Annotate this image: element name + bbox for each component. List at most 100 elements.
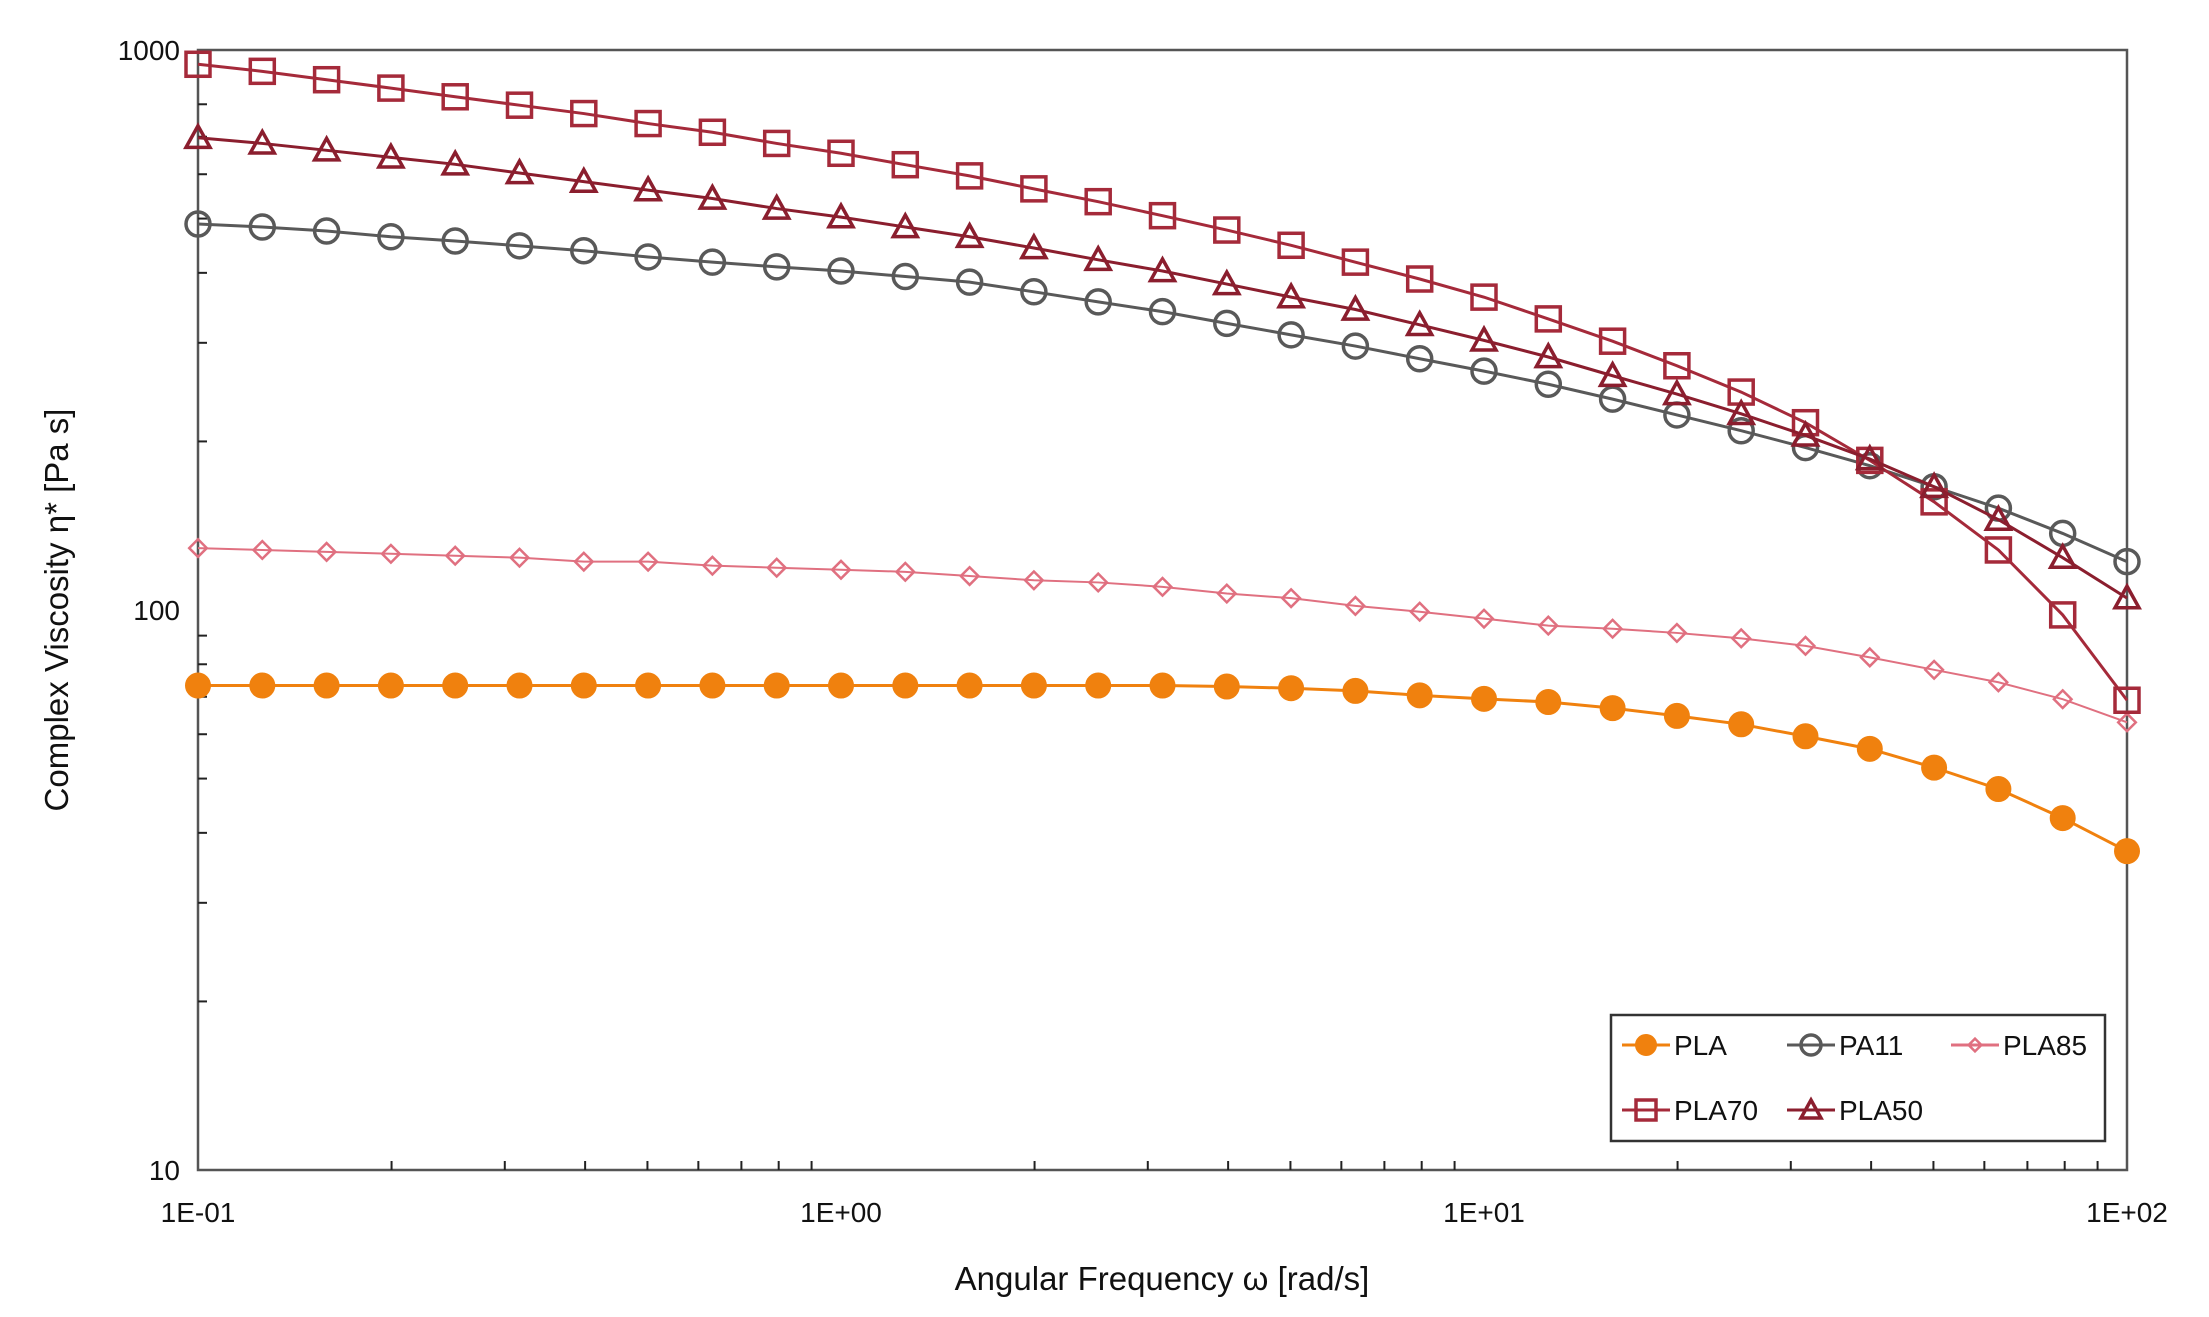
data-point xyxy=(1534,305,1563,333)
data-point xyxy=(377,672,404,699)
data-point xyxy=(1341,332,1370,360)
data-point xyxy=(2052,688,2074,710)
data-point xyxy=(248,213,277,241)
data-point xyxy=(1728,711,1755,738)
data-point xyxy=(1727,416,1755,445)
data-point xyxy=(891,150,920,179)
data-point xyxy=(1983,504,2014,531)
data-point xyxy=(1663,351,1691,380)
data-point xyxy=(440,148,471,176)
data-point xyxy=(1409,601,1431,623)
data-point xyxy=(1276,281,1307,309)
data-point xyxy=(2116,711,2138,733)
x-axis-title: Angular Frequency ω [rad/s] xyxy=(955,1260,1370,1297)
data-point xyxy=(955,162,984,190)
data-point xyxy=(1597,360,1628,388)
data-point xyxy=(1147,255,1178,283)
data-point xyxy=(2112,582,2142,610)
data-point xyxy=(1798,1096,1824,1120)
data-point xyxy=(1792,723,1819,750)
y-tick-label: 100 xyxy=(133,595,180,626)
data-point xyxy=(1277,321,1305,349)
data-point xyxy=(504,157,535,185)
data-point xyxy=(1405,344,1434,373)
data-point xyxy=(570,672,597,699)
data-point xyxy=(441,227,469,255)
data-point xyxy=(573,551,595,573)
data-point xyxy=(2049,805,2076,832)
data-point xyxy=(697,182,728,210)
data-point xyxy=(1726,398,1757,426)
series-pla50 xyxy=(183,122,2142,610)
data-point xyxy=(316,541,338,563)
data-point xyxy=(506,672,533,699)
data-point xyxy=(2048,519,2077,548)
data-point xyxy=(1340,293,1371,321)
data-point xyxy=(1085,672,1112,699)
data-point xyxy=(2113,686,2141,714)
data-point xyxy=(1663,702,1690,729)
data-point xyxy=(1278,675,1305,702)
data-point xyxy=(1921,754,1948,781)
data-point xyxy=(1469,324,1499,352)
data-point xyxy=(375,141,406,169)
data-point xyxy=(1537,614,1559,637)
x-tick-label: 1E+01 xyxy=(1443,1197,1525,1228)
data-point xyxy=(956,672,983,699)
data-point xyxy=(1470,283,1498,311)
data-point xyxy=(508,547,531,569)
data-point xyxy=(1923,659,1945,681)
data-point xyxy=(1280,587,1302,609)
data-point xyxy=(762,129,791,158)
data-point xyxy=(828,672,854,699)
data-point xyxy=(1534,370,1563,399)
data-point xyxy=(955,268,984,296)
data-point xyxy=(2113,547,2141,576)
x-tick-label: 1E-01 xyxy=(161,1197,236,1228)
series-line xyxy=(197,62,2129,702)
data-point xyxy=(444,545,466,567)
data-point xyxy=(830,559,852,581)
data-point xyxy=(248,57,277,86)
data-point xyxy=(1083,244,1114,272)
data-point xyxy=(1149,672,1176,699)
data-point xyxy=(249,672,276,699)
data-point xyxy=(1087,571,1109,594)
data-point xyxy=(1859,646,1881,668)
data-point xyxy=(1635,1034,1657,1056)
data-point xyxy=(184,210,212,238)
data-point xyxy=(570,237,598,265)
data-point xyxy=(1020,175,1048,203)
data-point xyxy=(1598,385,1627,413)
data-point xyxy=(1966,1036,1984,1054)
data-point xyxy=(959,565,981,587)
data-point xyxy=(635,672,662,699)
legend-item-pa11: PA11 xyxy=(1787,1030,1903,1061)
data-point xyxy=(1856,735,1883,762)
data-point xyxy=(766,557,788,579)
data-point xyxy=(1470,357,1498,385)
data-point xyxy=(1213,216,1241,244)
data-point xyxy=(247,127,278,155)
data-point xyxy=(1473,608,1495,630)
series-line xyxy=(198,684,2128,853)
series-line xyxy=(197,222,2128,564)
series-line xyxy=(197,136,2128,600)
series-pla70 xyxy=(184,50,2141,714)
data-point xyxy=(1213,309,1241,338)
legend-item-pla85: PLA85 xyxy=(1951,1030,2087,1061)
data-point xyxy=(1599,695,1626,722)
data-point xyxy=(1084,187,1112,216)
data-point xyxy=(1406,682,1433,709)
data-point xyxy=(827,257,855,285)
y-tick-label: 10 xyxy=(149,1155,180,1186)
data-point xyxy=(1984,536,2013,564)
data-point xyxy=(2048,601,2077,629)
data-point xyxy=(761,192,792,220)
data-point xyxy=(1919,471,1950,499)
data-point xyxy=(251,539,273,561)
data-point xyxy=(1342,677,1369,704)
data-point xyxy=(442,672,469,699)
data-point xyxy=(701,555,723,577)
